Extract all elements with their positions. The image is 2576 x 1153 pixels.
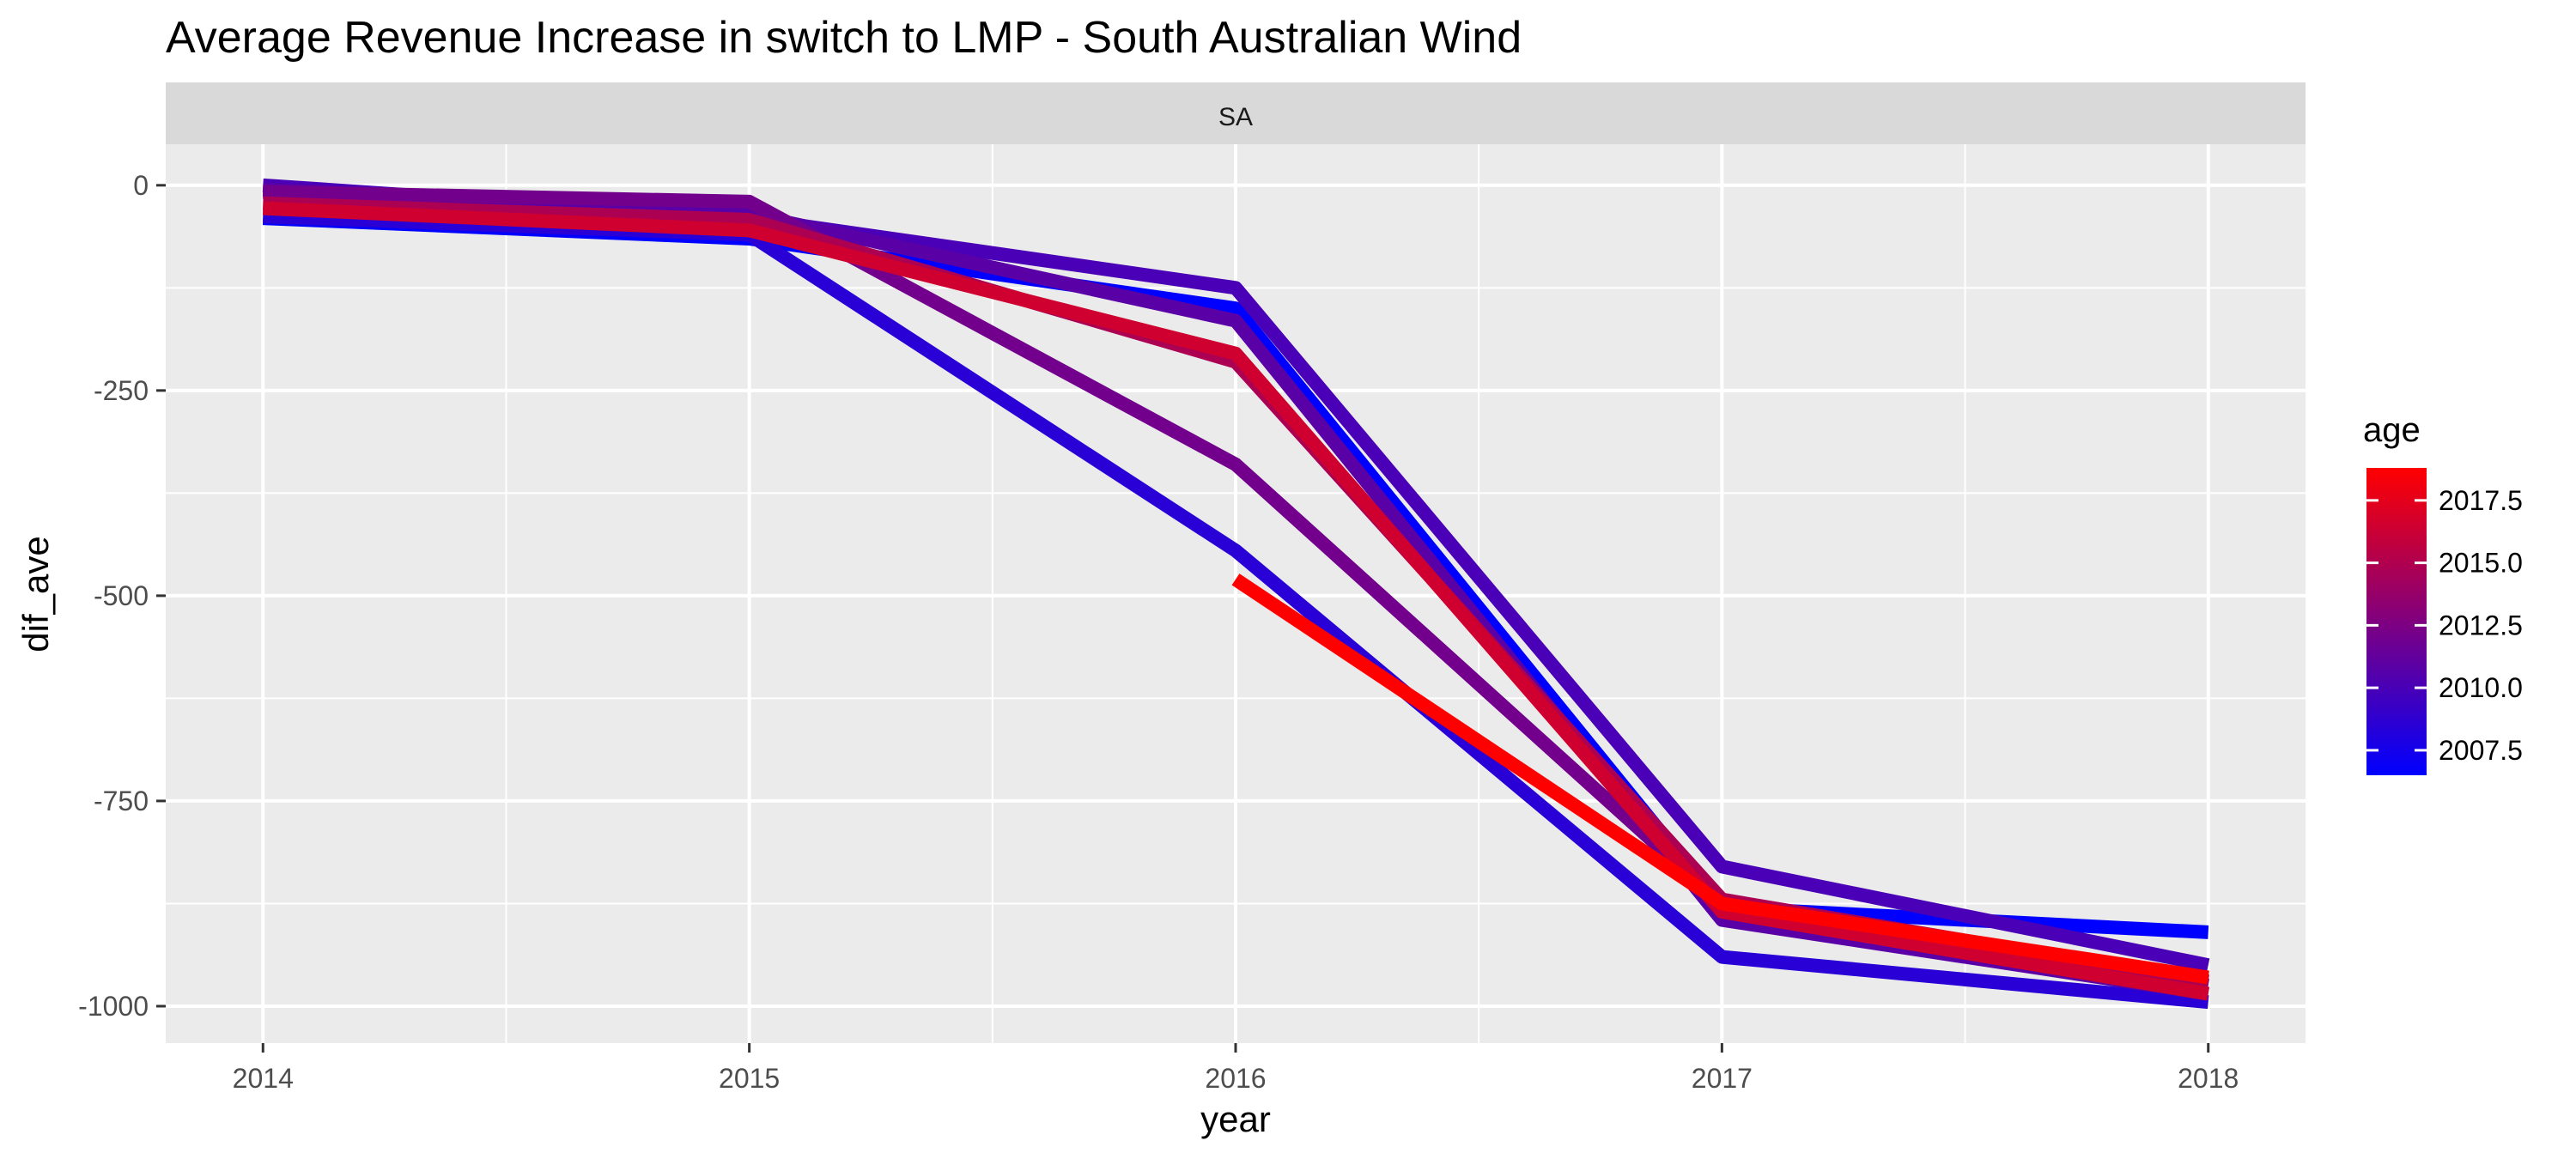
y-tick-label: -250 bbox=[94, 375, 149, 406]
series-line-7 bbox=[262, 201, 2210, 1001]
legend-label: 2012.5 bbox=[2439, 610, 2523, 640]
legend-label: 2010.0 bbox=[2439, 672, 2523, 703]
facet-strip bbox=[166, 82, 2306, 144]
y-tick-label: -1000 bbox=[78, 991, 149, 1022]
x-axis-title: year bbox=[1200, 1099, 1271, 1139]
legend-colorbar bbox=[2366, 468, 2427, 775]
legend-title: age bbox=[2363, 411, 2421, 449]
grid-major bbox=[166, 144, 2306, 1043]
legend-label: 2017.5 bbox=[2439, 485, 2523, 516]
y-axis: 0 -250 -500 -750 -1000 bbox=[78, 170, 166, 1022]
legend-label: 2007.5 bbox=[2439, 735, 2523, 766]
x-tick-label: 2016 bbox=[1205, 1063, 1266, 1094]
x-tick-label: 2014 bbox=[233, 1063, 294, 1094]
y-axis-title: dif_ave bbox=[15, 536, 56, 652]
legend-label: 2015.0 bbox=[2439, 548, 2523, 579]
series-layer bbox=[262, 178, 2210, 1010]
x-tick-label: 2017 bbox=[1692, 1063, 1753, 1094]
series-line-8 bbox=[1231, 573, 2209, 985]
facet-strip-label: SA bbox=[1218, 103, 1253, 131]
y-tick-label: 0 bbox=[133, 170, 149, 201]
legend-ticks: 2017.5 2015.0 2012.5 2010.0 2007.5 bbox=[2366, 485, 2523, 766]
y-tick-label: -500 bbox=[94, 580, 149, 611]
x-tick-label: 2015 bbox=[719, 1063, 780, 1094]
chart-title: Average Revenue Increase in switch to LM… bbox=[166, 13, 1522, 63]
y-tick-label: -750 bbox=[94, 786, 149, 816]
x-tick-label: 2018 bbox=[2178, 1063, 2239, 1094]
x-axis: 2014 2015 2016 2017 2018 bbox=[233, 1043, 2239, 1094]
legend: age 2017.5 2015.0 2012.5 2010.0 2007.5 bbox=[2363, 411, 2523, 775]
